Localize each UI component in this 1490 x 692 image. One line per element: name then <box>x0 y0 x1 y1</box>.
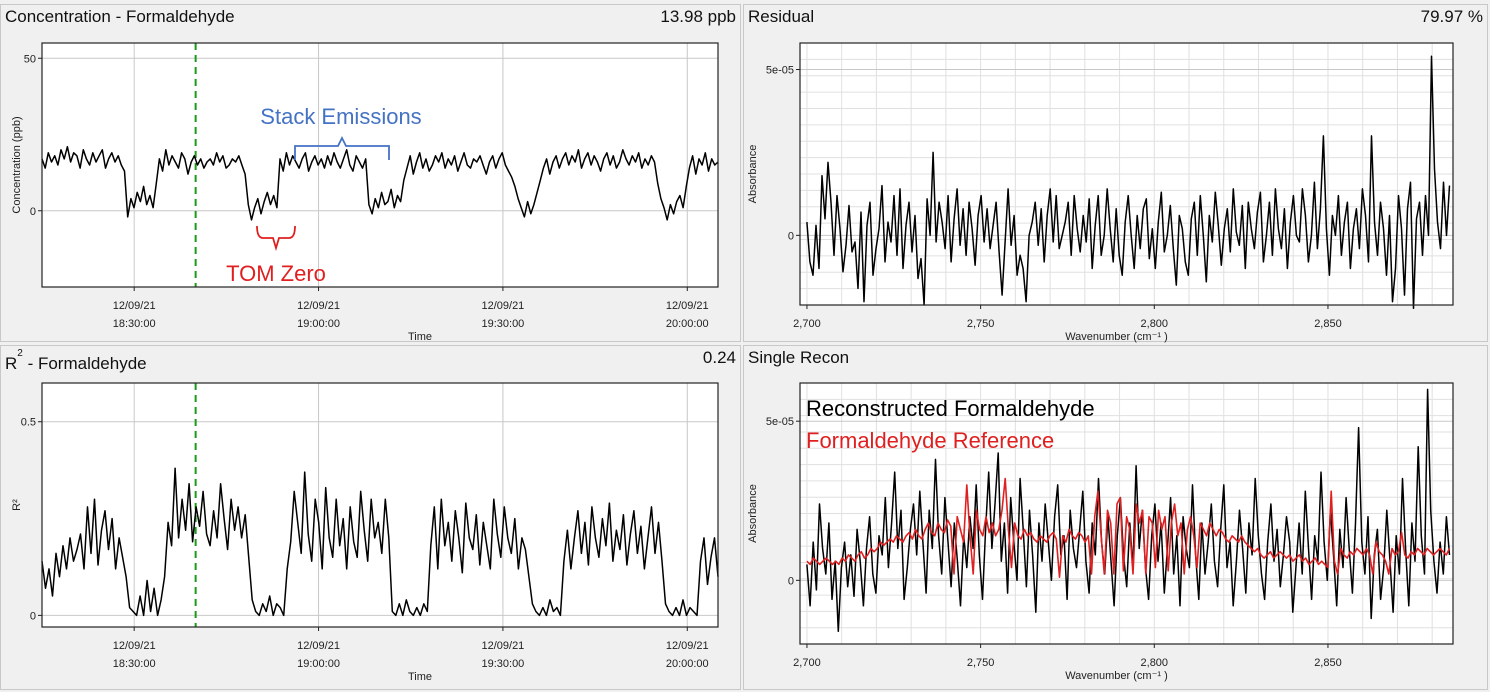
legend-entry-1: Reconstructed Formaldehyde <box>806 396 1095 421</box>
concentration-plot-area <box>42 43 718 287</box>
residual-value: 79.97 % <box>1420 7 1483 26</box>
recon-xtick-label: 2,850 <box>1314 657 1342 669</box>
r2-series-line-1 <box>41 467 719 617</box>
residual-ytick-label: 5e-05 <box>766 65 794 77</box>
concentration-xtick-date: 12/09/21 <box>481 300 524 312</box>
r2-xtick-date: 12/09/21 <box>481 640 524 652</box>
residual-ytick-label: 0 <box>788 230 794 242</box>
concentration-title: Concentration - Formaldehyde <box>5 7 235 26</box>
recon-xtick-label: 2,750 <box>967 657 995 669</box>
residual-xtick-label: 2,700 <box>793 318 821 330</box>
r2-plot-frame <box>41 382 719 628</box>
r2-xlabel: Time <box>408 671 432 683</box>
r2-xtick-time: 19:30:00 <box>481 658 524 670</box>
recon-ytick-label: 0 <box>788 575 794 587</box>
r2-xtick-time: 19:00:00 <box>297 658 340 670</box>
r2-xtick-time: 18:30:00 <box>113 658 156 670</box>
concentration-plot-frame <box>41 42 719 288</box>
concentration-xtick-date: 12/09/21 <box>297 300 340 312</box>
concentration-xtick-time: 19:30:00 <box>481 318 524 330</box>
r2-ytick-label: 0.5 <box>21 417 36 429</box>
concentration-xtick-time: 18:30:00 <box>113 318 156 330</box>
r2-ylabel: R² <box>11 499 23 511</box>
concentration-xtick-date: 12/09/21 <box>666 300 709 312</box>
recon-ylabel: Absorbance <box>747 484 759 543</box>
legend-entry-2: Formaldehyde Reference <box>806 428 1054 453</box>
recon-title: Single Recon <box>748 348 850 367</box>
r2-plot-area <box>42 383 718 627</box>
r2-ytick-label: 0 <box>30 610 36 622</box>
recon-series-line-2 <box>806 477 1451 579</box>
concentration-series-line-1 <box>41 145 719 221</box>
recon-xtick-label: 2,700 <box>793 657 821 669</box>
r2-xtick-date: 12/09/21 <box>297 640 340 652</box>
concentration-xtick-time: 19:00:00 <box>297 318 340 330</box>
recon-plot-frame <box>799 382 1454 645</box>
stack-emissions-label: Stack Emissions <box>260 104 421 129</box>
residual-xlabel: Wavenumber (cm⁻¹ ) <box>1065 331 1168 343</box>
residual-plot-frame <box>799 42 1454 306</box>
r2-title-sup: 2 <box>17 348 23 360</box>
residual-title: Residual <box>748 7 815 26</box>
r2-title-rest: - Formaldehyde <box>22 354 147 373</box>
recon-ytick-label: 5e-05 <box>766 416 794 428</box>
concentration-xlabel: Time <box>408 331 432 343</box>
tom-zero-label: TOM Zero <box>226 261 326 286</box>
stack-emissions-brace <box>294 135 390 160</box>
residual-xtick-label: 2,800 <box>1141 318 1169 330</box>
concentration-ytick-label: 0 <box>30 206 36 218</box>
recon-series-line-1 <box>806 388 1451 633</box>
tom-zero-brace <box>256 225 296 252</box>
r2-title-main: R <box>5 354 18 373</box>
concentration-ylabel: Concentration (ppb) <box>11 116 23 213</box>
concentration-xtick-date: 12/09/21 <box>113 300 156 312</box>
residual-ylabel: Absorbance <box>747 145 759 204</box>
recon-xtick-label: 2,800 <box>1141 657 1169 669</box>
r2-xtick-date: 12/09/21 <box>666 640 709 652</box>
concentration-xtick-time: 20:00:00 <box>666 318 709 330</box>
concentration-value: 13.98 ppb <box>660 7 736 26</box>
recon-xlabel: Wavenumber (cm⁻¹ ) <box>1065 670 1168 682</box>
r2-xtick-time: 20:00:00 <box>666 658 709 670</box>
r2-title: R2 - Formaldehyde <box>5 348 147 374</box>
residual-xtick-label: 2,850 <box>1314 318 1342 330</box>
r2-xtick-date: 12/09/21 <box>113 640 156 652</box>
residual-series-line-1 <box>806 55 1451 310</box>
concentration-ytick-label: 50 <box>24 53 36 65</box>
r2-value: 0.24 <box>702 348 736 367</box>
residual-xtick-label: 2,750 <box>967 318 995 330</box>
